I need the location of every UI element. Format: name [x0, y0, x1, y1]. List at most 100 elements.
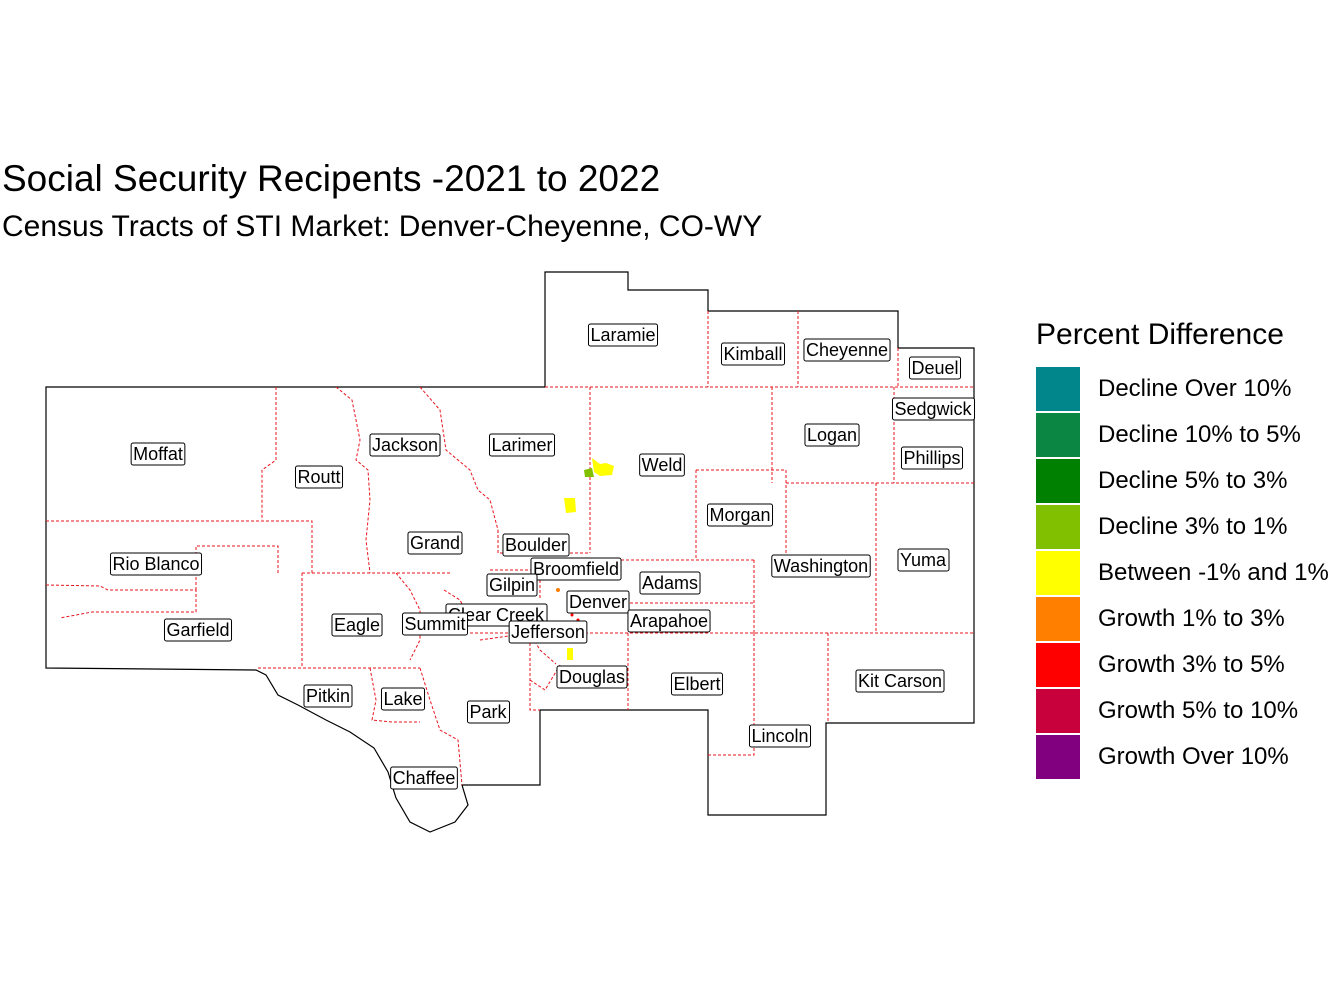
legend-item: Growth 5% to 10% — [1036, 688, 1329, 734]
county-label-text: Chaffee — [393, 768, 456, 788]
legend-swatch — [1036, 689, 1080, 733]
county-label-box — [639, 571, 701, 595]
county-label-text: Arapahoe — [630, 611, 708, 631]
county-label-washington: Washington — [771, 554, 871, 578]
county-label-box — [369, 433, 441, 457]
legend-item: Growth 1% to 3% — [1036, 596, 1329, 642]
county-label-box — [627, 609, 711, 633]
county-label-box — [303, 684, 353, 708]
legend-label: Between -1% and 1% — [1098, 559, 1329, 586]
county-label-text: Routt — [297, 467, 340, 487]
county-label-jackson: Jackson — [369, 433, 441, 457]
county-label-morgan: Morgan — [706, 503, 774, 527]
county-label-jefferson: Jefferson — [508, 620, 588, 644]
legend-label: Growth 3% to 5% — [1098, 651, 1285, 678]
tract-weld-2 — [584, 468, 594, 477]
legend-items: Decline Over 10% Decline 10% to 5% Decline… — [1036, 366, 1329, 780]
county-label-text: Deuel — [911, 358, 958, 378]
county-label-text: Denver — [569, 592, 627, 612]
legend-label: Decline 5% to 3% — [1098, 467, 1288, 494]
legend-swatch — [1036, 367, 1080, 411]
county-label-box — [380, 687, 426, 711]
county-label-box — [706, 503, 774, 527]
county-label-gilpin: Gilpin — [486, 573, 538, 597]
county-label-pitkin: Pitkin — [303, 684, 353, 708]
county-label-text: Elbert — [673, 674, 720, 694]
county-label-box — [390, 766, 458, 790]
county-label-box — [130, 442, 186, 466]
county-label-garfield: Garfield — [163, 618, 233, 642]
county-label-logan: Logan — [804, 423, 860, 447]
county-label-eagle: Eagle — [331, 613, 383, 637]
legend-item: Decline 10% to 5% — [1036, 412, 1329, 458]
county-label-text: Yuma — [900, 550, 947, 570]
county-label-kimball: Kimball — [720, 342, 786, 366]
county-label-box — [855, 669, 945, 693]
county-label-box — [900, 446, 964, 470]
tract-jefferson-1 — [556, 588, 560, 592]
county-label-box — [771, 554, 871, 578]
legend-swatch — [1036, 413, 1080, 457]
legend-item: Growth Over 10% — [1036, 734, 1329, 780]
county-label-box — [486, 573, 538, 597]
county-label-park: Park — [466, 700, 511, 724]
county-label-box — [639, 453, 685, 477]
tract-weld-1 — [592, 458, 614, 476]
county-label-box — [331, 613, 383, 637]
legend-swatch — [1036, 505, 1080, 549]
county-label-summit: Summit — [401, 612, 469, 636]
county-label-text: Garfield — [166, 620, 229, 640]
county-label-rio-blanco: Rio Blanco — [109, 552, 203, 576]
market-boundary — [45, 271, 975, 833]
legend-title: Percent Difference — [1036, 318, 1284, 351]
county-label-text: Summit — [404, 614, 465, 634]
county-label-text: Logan — [807, 425, 857, 445]
legend-item: Growth 3% to 5% — [1036, 642, 1329, 688]
legend-swatch — [1036, 551, 1080, 595]
county-label-box — [804, 423, 860, 447]
county-label-text: Rio Blanco — [112, 554, 199, 574]
county-label-text: Eagle — [334, 615, 380, 635]
legend-label: Decline 10% to 5% — [1098, 421, 1301, 448]
county-label-box — [748, 724, 812, 748]
legend-label: Growth 1% to 3% — [1098, 605, 1285, 632]
county-label-sedgwick: Sedgwick — [891, 397, 976, 421]
county-label-text: Washington — [774, 556, 868, 576]
county-label-text: Jefferson — [511, 622, 585, 642]
county-label-yuma: Yuma — [897, 548, 950, 572]
legend-label: Decline 3% to 1% — [1098, 513, 1288, 540]
county-label-text: Lake — [383, 689, 422, 709]
tract-fills — [556, 458, 614, 660]
county-label-text: Phillips — [903, 448, 960, 468]
county-label-text: Park — [469, 702, 507, 722]
county-label-box — [401, 612, 469, 636]
legend-item: Between -1% and 1% — [1036, 550, 1329, 596]
county-label-text: Laramie — [590, 325, 655, 345]
county-label-lake: Lake — [380, 687, 426, 711]
county-label-box — [587, 323, 659, 347]
county-label-broomfield: Broomfield — [530, 557, 622, 581]
legend-label: Growth 5% to 10% — [1098, 697, 1299, 724]
county-label-chaffee: Chaffee — [390, 766, 458, 790]
county-label-larimer: Larimer — [488, 433, 556, 457]
county-label-kit-carson: Kit Carson — [855, 669, 945, 693]
tract-denver-2 — [570, 613, 574, 617]
legend-swatch — [1036, 735, 1080, 779]
county-label-phillips: Phillips — [900, 446, 964, 470]
county-label-box — [407, 531, 463, 555]
county-label-arapahoe: Arapahoe — [627, 609, 711, 633]
county-label-box — [163, 618, 233, 642]
county-label-box — [502, 533, 570, 557]
map-title: Social Security Recipents -2021 to 2022 — [2, 158, 661, 199]
map-subtitle: Census Tracts of STI Market: Denver-Chey… — [2, 210, 763, 243]
county-label-box — [488, 433, 556, 457]
county-label-routt: Routt — [294, 465, 344, 489]
county-label-box — [109, 552, 203, 576]
county-label-box — [508, 620, 588, 644]
county-label-text: Clear Creek — [448, 605, 545, 625]
legend-item: Decline Over 10% — [1036, 366, 1329, 412]
legend-label: Growth Over 10% — [1098, 743, 1289, 770]
county-label-text: Pitkin — [306, 686, 350, 706]
legend-label: Decline Over 10% — [1098, 375, 1292, 402]
